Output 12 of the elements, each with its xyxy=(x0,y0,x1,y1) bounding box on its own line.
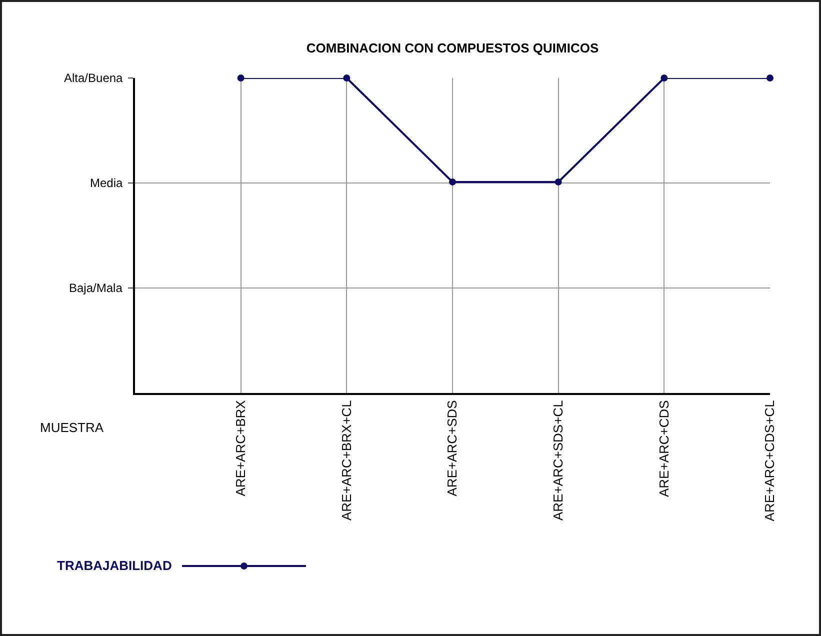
x-tick-label: ARE+ARC+CDS xyxy=(656,400,672,498)
x-axis-title: MUESTRA xyxy=(40,420,104,435)
text: Media xyxy=(90,176,124,190)
x-tick-label: ARE+ARC+BRX xyxy=(233,400,248,496)
chart-title: COMBINACION CON COMPUESTOS QUIMICOS xyxy=(306,40,599,56)
text: TRABAJABILIDAD xyxy=(57,558,172,573)
x-tick-label: ARE+ARC+BRX+CL xyxy=(338,400,354,521)
x-tick-label: ARE+ARC+SDS+CL xyxy=(550,400,566,521)
text: Alta/Buena xyxy=(64,71,124,85)
x-tick-label: ARE+ARC+CDS+CL xyxy=(762,400,778,522)
text: Baja/Mala xyxy=(69,281,123,295)
x-tick-label: ARE+ARC+SDS xyxy=(444,400,460,496)
